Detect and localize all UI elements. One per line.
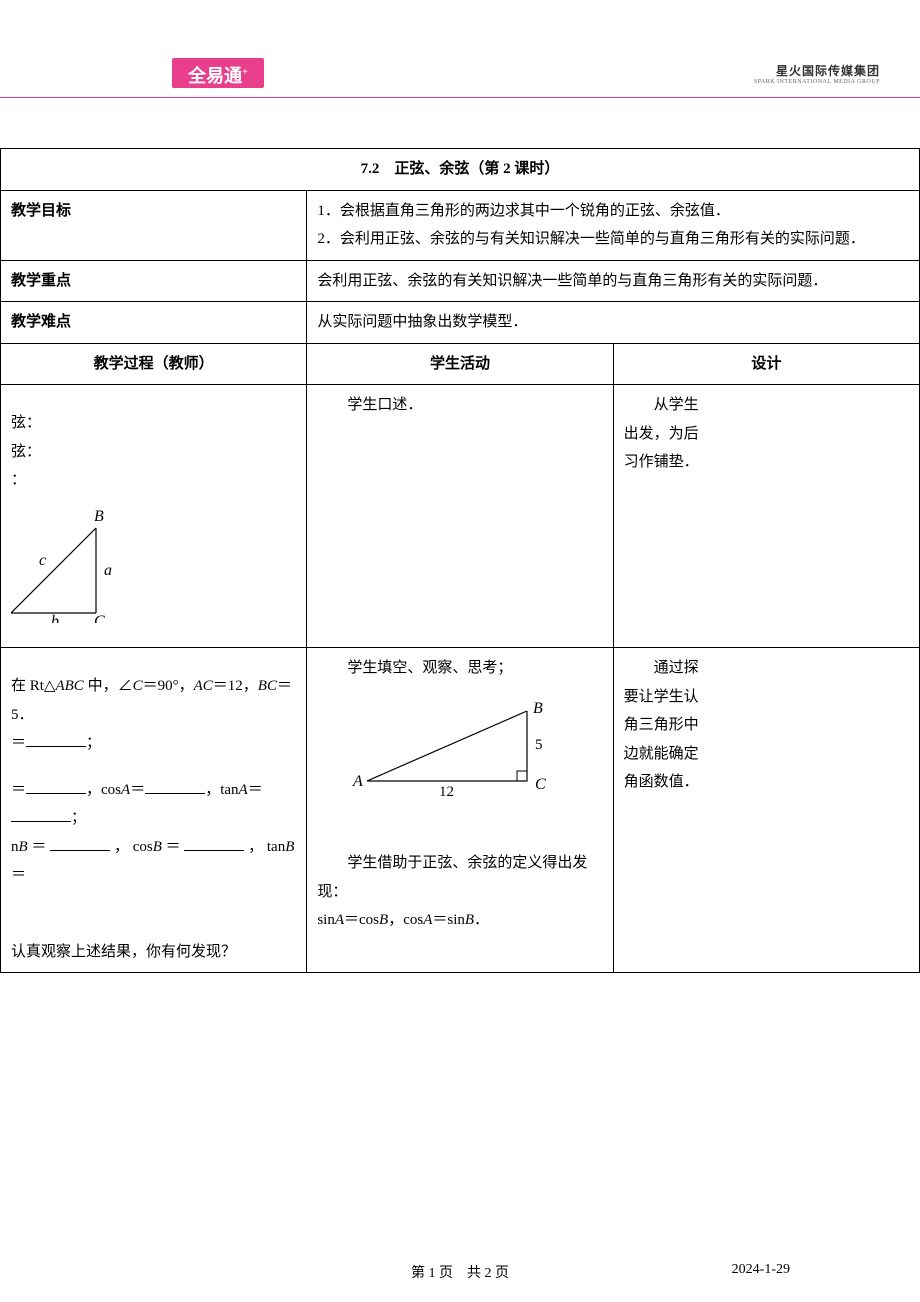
tri-label-c: c — [39, 552, 46, 569]
col-design: 设计 — [613, 343, 919, 385]
tri2-12: 12 — [439, 784, 454, 800]
focus-text: 会利用正弦、余弦的有关知识解决一些简单的与直角三角形有关的实际问题． — [307, 260, 920, 302]
brand-logo-text: 全易通 — [188, 66, 242, 86]
tri-label-C: C — [94, 613, 105, 623]
tri2-C: C — [535, 776, 546, 793]
publisher-cn: 星火国际传媒集团 — [754, 62, 880, 79]
sec1-design: 从学生 出发，为后 习作铺垫． — [613, 385, 919, 648]
tri2-A: A — [352, 773, 363, 790]
difficulty-text: 从实际问题中抽象出数学模型． — [307, 302, 920, 344]
blank — [145, 779, 205, 794]
goal-label: 教学目标 — [1, 190, 307, 260]
sec1-student: 学生口述． — [307, 385, 613, 648]
sec1-design-1: 从学生 — [654, 397, 699, 413]
blank — [11, 807, 71, 822]
triangle-12-5-diagram: A B C 5 12 — [347, 691, 587, 801]
sec2-student: 学生填空、观察、思考； A B C 5 12 学生借助于正弦、余弦的定义得出发现… — [307, 648, 613, 973]
sec2-design-5: 角函数值． — [624, 774, 699, 790]
sec1-teacher: 弦： 弦： ： B C a b c — [1, 385, 307, 648]
sec2-problem: 在 Rt△ABC 中，∠C＝90°，AC＝12，BC＝5． — [11, 672, 296, 729]
sec2-design: 通过探 要让学生认 角三角形中 边就能确定 角函数值． — [613, 648, 919, 973]
tri2-B: B — [533, 700, 543, 717]
lesson-table: 7.2 正弦、余弦（第 2 课时） 教学目标 1．会根据直角三角形的两边求其中一… — [0, 148, 920, 973]
sec1-line3: ： — [11, 466, 296, 495]
sec2-teacher: 在 Rt△ABC 中，∠C＝90°，AC＝12，BC＝5． ＝； ＝，cosA＝… — [1, 648, 307, 973]
goal-text-1: 1．会根据直角三角形的两边求其中一个锐角的正弦、余弦值． — [317, 197, 909, 226]
sec2-student-1: 学生填空、观察、思考； — [347, 660, 512, 676]
tri-label-a: a — [104, 562, 112, 579]
footer-date: 2024-1-29 — [732, 1262, 790, 1278]
page-header: 全易通+ 星火国际传媒集团 SPARK INTERNATIONAL MEDIA … — [0, 0, 920, 98]
sec2-student-2: 学生借助于正弦、余弦的定义得出发现： — [317, 855, 587, 900]
sec2-observe: 认真观察上述结果，你有何发现？ — [11, 938, 296, 967]
sec2-prefix: 在 Rt△ — [11, 678, 55, 694]
col-student: 学生活动 — [307, 343, 613, 385]
sec1-line1: 弦： — [11, 409, 296, 438]
sec1-student-text: 学生口述． — [347, 397, 422, 413]
sec2-sin-cos-tan-B: nB ＝ ， cosB ＝ ， tanB ＝ — [11, 833, 296, 890]
brand-logo: 全易通+ — [172, 58, 264, 88]
sec2-sin-cos-tan-A: ＝，cosA＝，tanA＝； — [11, 776, 296, 833]
blank — [26, 779, 86, 794]
triangle-abc-diagram: B C a b c — [11, 503, 141, 623]
goal-text-2: 2．会利用正弦、余弦的与有关知识解决一些简单的与直角三角形有关的实际问题． — [317, 225, 909, 254]
lesson-title: 7.2 正弦、余弦（第 2 课时） — [1, 149, 920, 191]
goal-text: 1．会根据直角三角形的两边求其中一个锐角的正弦、余弦值． 2．会利用正弦、余弦的… — [307, 190, 920, 260]
semicolon: ； — [86, 735, 101, 751]
sec2-abc: ABC — [55, 678, 83, 694]
publisher-en: SPARK INTERNATIONAL MEDIA GROUP — [754, 79, 880, 85]
sec2-eq-line: ＝； — [11, 729, 296, 758]
sec2-design-2: 要让学生认 — [624, 689, 699, 705]
sec2-mid: 中，∠ — [84, 678, 133, 694]
tri-label-b: b — [51, 613, 59, 623]
tri2-5: 5 — [535, 737, 543, 753]
blank — [50, 836, 110, 851]
sec1-line2: 弦： — [11, 438, 296, 467]
sec1-design-2: 出发，为后 — [624, 426, 699, 442]
tri-label-B: B — [94, 508, 104, 525]
blank — [184, 836, 244, 851]
sec2-design-3: 角三角形中 — [624, 717, 699, 733]
sec2-design-4: 边就能确定 — [624, 746, 699, 762]
header-publisher: 星火国际传媒集团 SPARK INTERNATIONAL MEDIA GROUP — [754, 62, 880, 85]
col-teacher: 教学过程（教师） — [1, 343, 307, 385]
blank — [26, 732, 86, 747]
sec2-design-1: 通过探 — [654, 660, 699, 676]
sec2-student-3: sinA＝cosB，cosA＝sinB． — [317, 906, 602, 935]
difficulty-label: 教学难点 — [1, 302, 307, 344]
focus-label: 教学重点 — [1, 260, 307, 302]
sec1-design-3: 习作铺垫． — [624, 454, 699, 470]
